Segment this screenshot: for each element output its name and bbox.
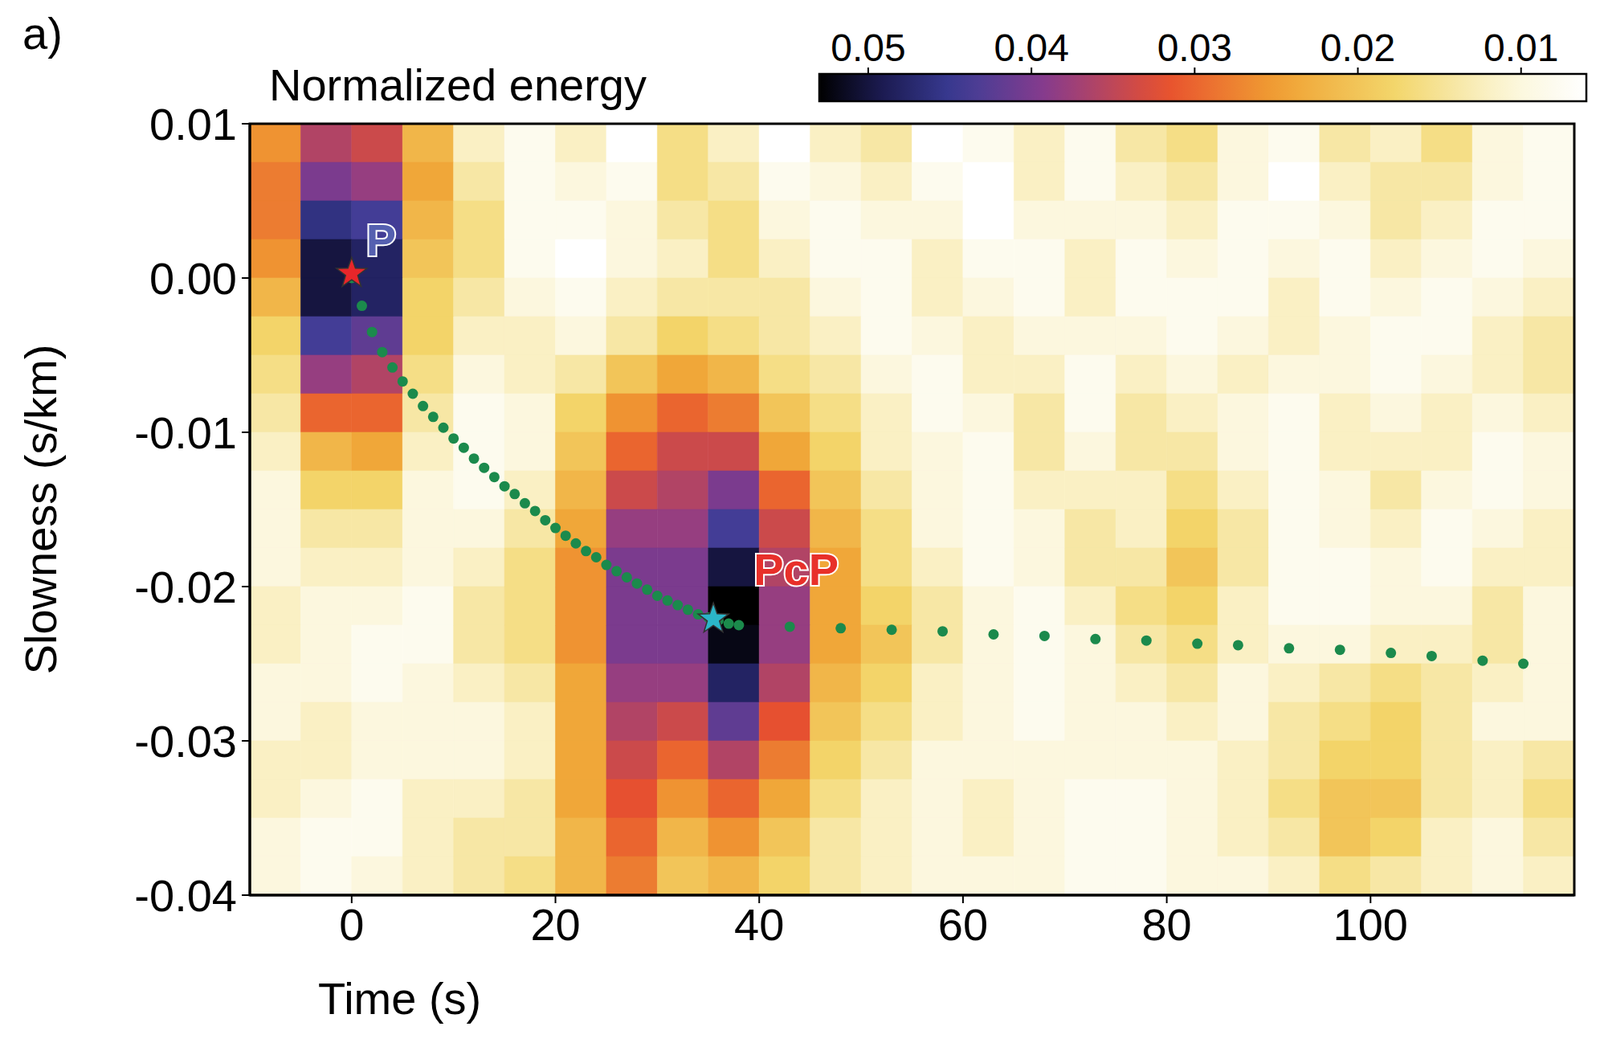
svg-text:0.00: 0.00 <box>149 253 237 304</box>
svg-text:0.05: 0.05 <box>830 26 906 70</box>
svg-text:0.01: 0.01 <box>149 98 237 150</box>
svg-text:-0.01: -0.01 <box>134 407 237 458</box>
svg-text:Slowness (s/km): Slowness (s/km) <box>15 344 66 675</box>
svg-text:80: 80 <box>1141 898 1192 950</box>
svg-text:0.03: 0.03 <box>1157 26 1233 70</box>
svg-text:-0.02: -0.02 <box>134 561 237 613</box>
svg-text:0: 0 <box>338 898 364 950</box>
svg-text:0.04: 0.04 <box>993 26 1069 70</box>
svg-text:PcP: PcP <box>753 543 839 595</box>
svg-text:40: 40 <box>734 898 784 950</box>
html-text:a): a) <box>22 8 63 59</box>
svg-text:20: 20 <box>530 898 580 950</box>
svg-text:-0.04: -0.04 <box>134 869 237 921</box>
html-text:Normalized energy: Normalized energy <box>269 59 647 111</box>
svg-text:0.01: 0.01 <box>1483 26 1559 70</box>
svg-text:60: 60 <box>938 898 988 950</box>
svg-text:-0.03: -0.03 <box>134 715 237 767</box>
svg-text:100: 100 <box>1333 898 1409 950</box>
svg-text:Time (s): Time (s) <box>318 972 482 1024</box>
svg-text:P: P <box>366 214 396 266</box>
svg-text:0.02: 0.02 <box>1320 26 1396 70</box>
